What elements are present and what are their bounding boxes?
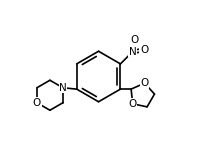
Text: O: O (140, 45, 148, 55)
Text: N: N (129, 47, 136, 57)
Text: N: N (59, 83, 67, 93)
Text: O: O (130, 35, 138, 45)
Text: O: O (140, 78, 149, 88)
Text: O: O (33, 98, 41, 108)
Text: O: O (128, 99, 137, 109)
